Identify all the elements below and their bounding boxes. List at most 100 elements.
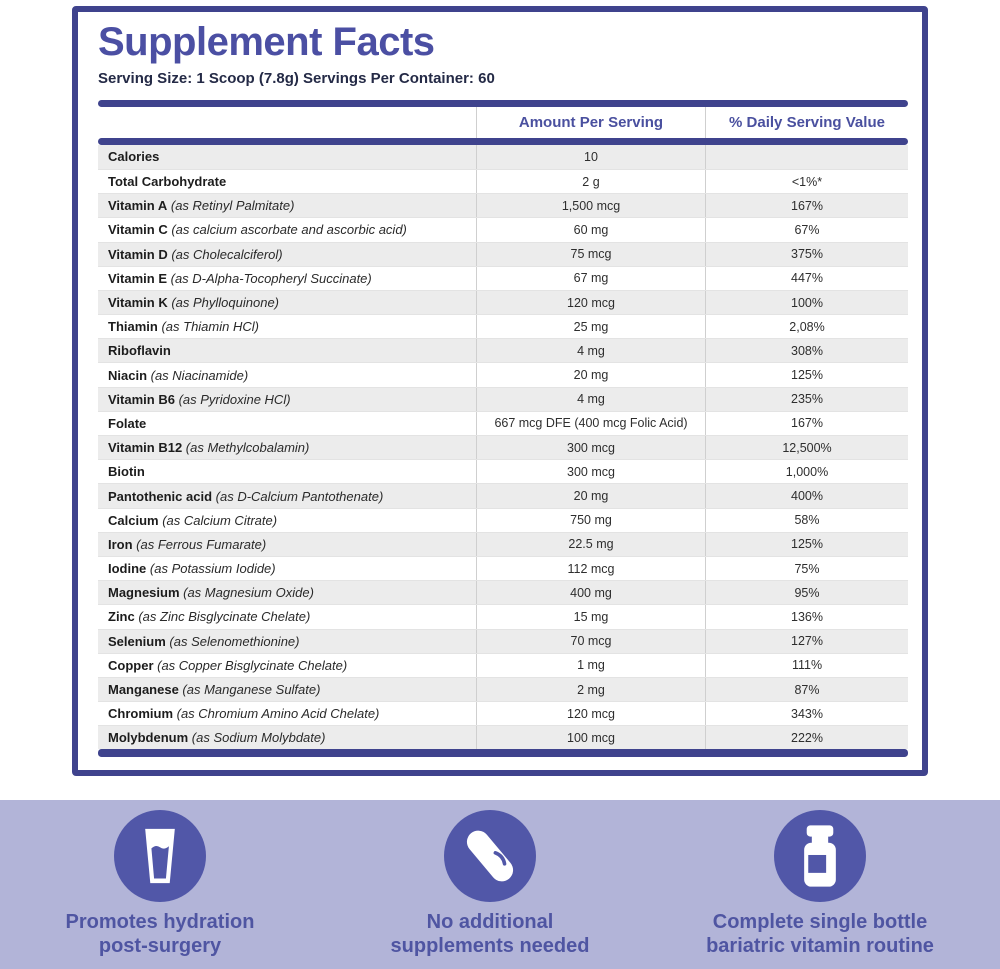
nutrient-detail: (as Niacinamide)	[147, 367, 249, 383]
nutrient-name: Folate	[108, 415, 147, 431]
nutrient-daily-value: <1%*	[705, 169, 908, 194]
table-row: Iron (as Ferrous Fumarate) 22.5 mg 125%	[98, 531, 908, 556]
nutrient-daily-value: 375%	[705, 242, 908, 266]
nutrient-daily-value: 67%	[705, 218, 908, 242]
nutrient-detail: (as Selenomethionine)	[165, 633, 300, 649]
nutrient-detail: (as Sodium Molybdate)	[188, 730, 326, 746]
nutrient-amount: 10	[476, 144, 705, 169]
nutrient-daily-value: 127%	[705, 629, 908, 653]
serving-info: Serving Size: 1 Scoop (7.8g) Servings Pe…	[98, 69, 495, 87]
water-glass-icon	[114, 810, 206, 902]
nutrient-detail: (as Zinc Bisglycinate Chelate)	[134, 609, 311, 625]
nutrient-name: Vitamin K	[108, 295, 168, 311]
table-row: Zinc (as Zinc Bisglycinate Chelate) 15 m…	[98, 604, 908, 629]
table-header-row: Amount Per Serving % Daily Serving Value	[98, 106, 908, 138]
nutrient-detail: (as Magnesium Oxide)	[179, 585, 314, 601]
nutrient-name: Niacin	[108, 367, 148, 383]
page-title: Supplement Facts	[98, 20, 435, 64]
nutrient-name: Manganese	[108, 682, 179, 698]
nutrient-daily-value: 58%	[705, 508, 908, 532]
benefit-label: Complete single bottle bariatric vitamin…	[706, 911, 934, 958]
benefit-no-additional-supplements: No additional supplements needed	[330, 810, 650, 959]
nutrient-name: Zinc	[108, 609, 135, 625]
nutrient-amount: 667 mcg DFE (400 mcg Folic Acid)	[476, 411, 705, 436]
table-row: Riboflavin 4 mg 308%	[98, 338, 908, 363]
nutrient-name: Vitamin E	[108, 270, 168, 286]
nutrient-amount: 120 mcg	[476, 290, 705, 315]
nutrient-daily-value: 12,500%	[705, 436, 908, 460]
nutrient-detail: (as Pyridoxine HCl)	[174, 391, 291, 407]
nutrient-daily-value: 447%	[705, 266, 908, 290]
table-row: Calories 10	[98, 144, 908, 169]
nutrient-amount: 2 g	[476, 169, 705, 194]
nutrient-detail: (as Chromium Amino Acid Chelate)	[173, 706, 380, 722]
nutrient-daily-value: 308%	[705, 339, 908, 363]
table-row: Vitamin A (as Retinyl Palmitate) 1,500 m…	[98, 193, 908, 218]
nutrient-amount: 1,500 mcg	[476, 194, 705, 218]
table-bottom-bar	[98, 749, 908, 758]
nutrient-daily-value: 222%	[705, 726, 908, 750]
benefit-hydration: Promotes hydration post-surgery	[0, 810, 320, 959]
table-row: Vitamin D (as Cholecalciferol) 75 mcg 37…	[98, 241, 908, 266]
nutrient-daily-value: 2,08%	[705, 315, 908, 339]
nutrient-daily-value: 343%	[705, 702, 908, 726]
nutrient-daily-value: 167%	[705, 194, 908, 218]
nutrient-name: Selenium	[108, 633, 166, 649]
nutrient-amount: 300 mcg	[476, 436, 705, 460]
header-amount-per-serving: Amount Per Serving	[476, 106, 705, 138]
benefits-footer: Promotes hydration post-surgery No addit…	[0, 800, 1000, 969]
nutrient-amount: 22.5 mg	[476, 532, 705, 556]
benefit-label: No additional supplements needed	[390, 911, 590, 958]
nutrient-daily-value: 111%	[705, 653, 908, 677]
table-body: Calories 10 Total Carbohydrate 2 g <1%* …	[98, 144, 908, 750]
nutrient-amount: 60 mg	[476, 218, 705, 242]
nutrient-detail: (as D-Calcium Pantothenate)	[212, 488, 384, 504]
nutrient-detail: (as calcium ascorbate and ascorbic acid)	[167, 222, 407, 238]
nutrient-daily-value: 167%	[705, 411, 908, 436]
nutrient-name: Vitamin A	[108, 198, 168, 214]
nutrient-detail: (as Ferrous Fumarate)	[132, 536, 267, 552]
nutrient-amount: 75 mcg	[476, 242, 705, 266]
nutrient-amount: 4 mg	[476, 387, 705, 411]
nutrient-name: Vitamin B6	[108, 391, 175, 407]
table-row: Manganese (as Manganese Sulfate) 2 mg 87…	[98, 676, 908, 702]
nutrient-amount: 20 mg	[476, 363, 705, 387]
nutrient-name: Thiamin	[108, 319, 158, 335]
nutrient-detail: (as Thiamin HCl)	[157, 319, 259, 335]
nutrient-daily-value: 95%	[705, 581, 908, 605]
table-row: Magnesium (as Magnesium Oxide) 400 mg 95…	[98, 580, 908, 605]
nutrient-daily-value: 87%	[705, 677, 908, 702]
nutrient-amount: 1 mg	[476, 653, 705, 677]
nutrient-amount: 20 mg	[476, 484, 705, 508]
table-row: Calcium (as Calcium Citrate) 750 mg 58%	[98, 507, 908, 532]
nutrient-detail: (as Phylloquinone)	[167, 295, 280, 311]
nutrient-amount: 100 mcg	[476, 726, 705, 750]
nutrient-detail: (as Methylcobalamin)	[182, 440, 310, 456]
table-row: Iodine (as Potassium Iodide) 112 mcg 75%	[98, 555, 908, 581]
nutrient-name: Magnesium	[108, 585, 180, 601]
table-row: Thiamin (as Thiamin HCl) 25 mg 2,08%	[98, 314, 908, 339]
header-nutrient-column	[98, 107, 476, 138]
nutrient-amount: 15 mg	[476, 605, 705, 629]
nutrient-daily-value: 125%	[705, 532, 908, 556]
table-row: Chromium (as Chromium Amino Acid Chelate…	[98, 701, 908, 726]
nutrient-daily-value: 100%	[705, 290, 908, 315]
table-row: Vitamin K (as Phylloquinone) 120 mcg 100…	[98, 289, 908, 315]
capsule-icon	[444, 810, 536, 902]
nutrient-name: Calories	[108, 149, 160, 165]
supplement-facts-table: Amount Per Serving % Daily Serving Value…	[98, 99, 908, 758]
nutrient-name: Calcium	[108, 512, 159, 528]
bottle-icon	[774, 810, 866, 902]
nutrient-amount: 112 mcg	[476, 556, 705, 581]
table-row: Selenium (as Selenomethionine) 70 mcg 12…	[98, 628, 908, 653]
nutrient-name: Vitamin C	[108, 222, 168, 238]
table-row: Folate 667 mcg DFE (400 mcg Folic Acid) …	[98, 410, 908, 436]
table-row: Molybdenum (as Sodium Molybdate) 100 mcg…	[98, 725, 908, 750]
nutrient-detail: (as D-Alpha-Tocopheryl Succinate)	[167, 270, 372, 286]
nutrient-daily-value: 125%	[705, 363, 908, 387]
nutrient-daily-value: 75%	[705, 556, 908, 581]
nutrient-amount: 25 mg	[476, 315, 705, 339]
nutrient-detail: (as Copper Bisglycinate Chelate)	[153, 657, 348, 673]
nutrient-amount: 4 mg	[476, 339, 705, 363]
nutrient-name: Pantothenic acid	[108, 488, 213, 504]
